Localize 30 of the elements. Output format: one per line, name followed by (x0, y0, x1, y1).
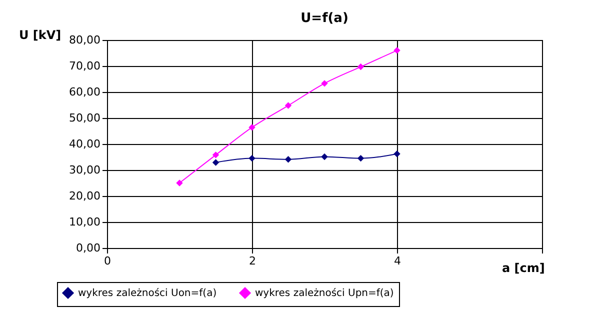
x-tick-label: 2 (249, 254, 256, 268)
y-tick-label: 10,00 (69, 216, 100, 228)
legend-label: wykres zależności Upn=f(a) (255, 287, 394, 299)
x-tick-label: 4 (394, 254, 401, 268)
point (321, 80, 328, 87)
point (212, 152, 220, 158)
point (176, 180, 183, 186)
point (284, 102, 292, 109)
point (394, 47, 400, 54)
point (357, 154, 364, 162)
y-tick-label: 40,00 (69, 138, 100, 150)
y-tick-label: 60,00 (69, 86, 100, 98)
y-axis-title: U [kV] (19, 28, 62, 42)
y-tick-label: 50,00 (69, 112, 100, 124)
point (248, 124, 256, 131)
y-tick-label: 0,00 (76, 242, 100, 254)
chart-title: U=f(a) (300, 11, 348, 26)
y-tick-label: 70,00 (69, 60, 100, 72)
point (394, 150, 400, 158)
point (284, 156, 292, 163)
x-tick-label: 0 (104, 254, 111, 268)
legend-label: wykres zależności Uon=f(a) (78, 287, 217, 299)
point (321, 153, 328, 160)
point (357, 63, 364, 70)
y-tick-label: 20,00 (69, 190, 100, 202)
y-tick-label: 30,00 (69, 164, 100, 176)
point (212, 159, 220, 166)
x-axis-title: a [cm] (502, 261, 545, 275)
point (248, 154, 256, 162)
y-tick-label: 80,00 (69, 34, 100, 46)
